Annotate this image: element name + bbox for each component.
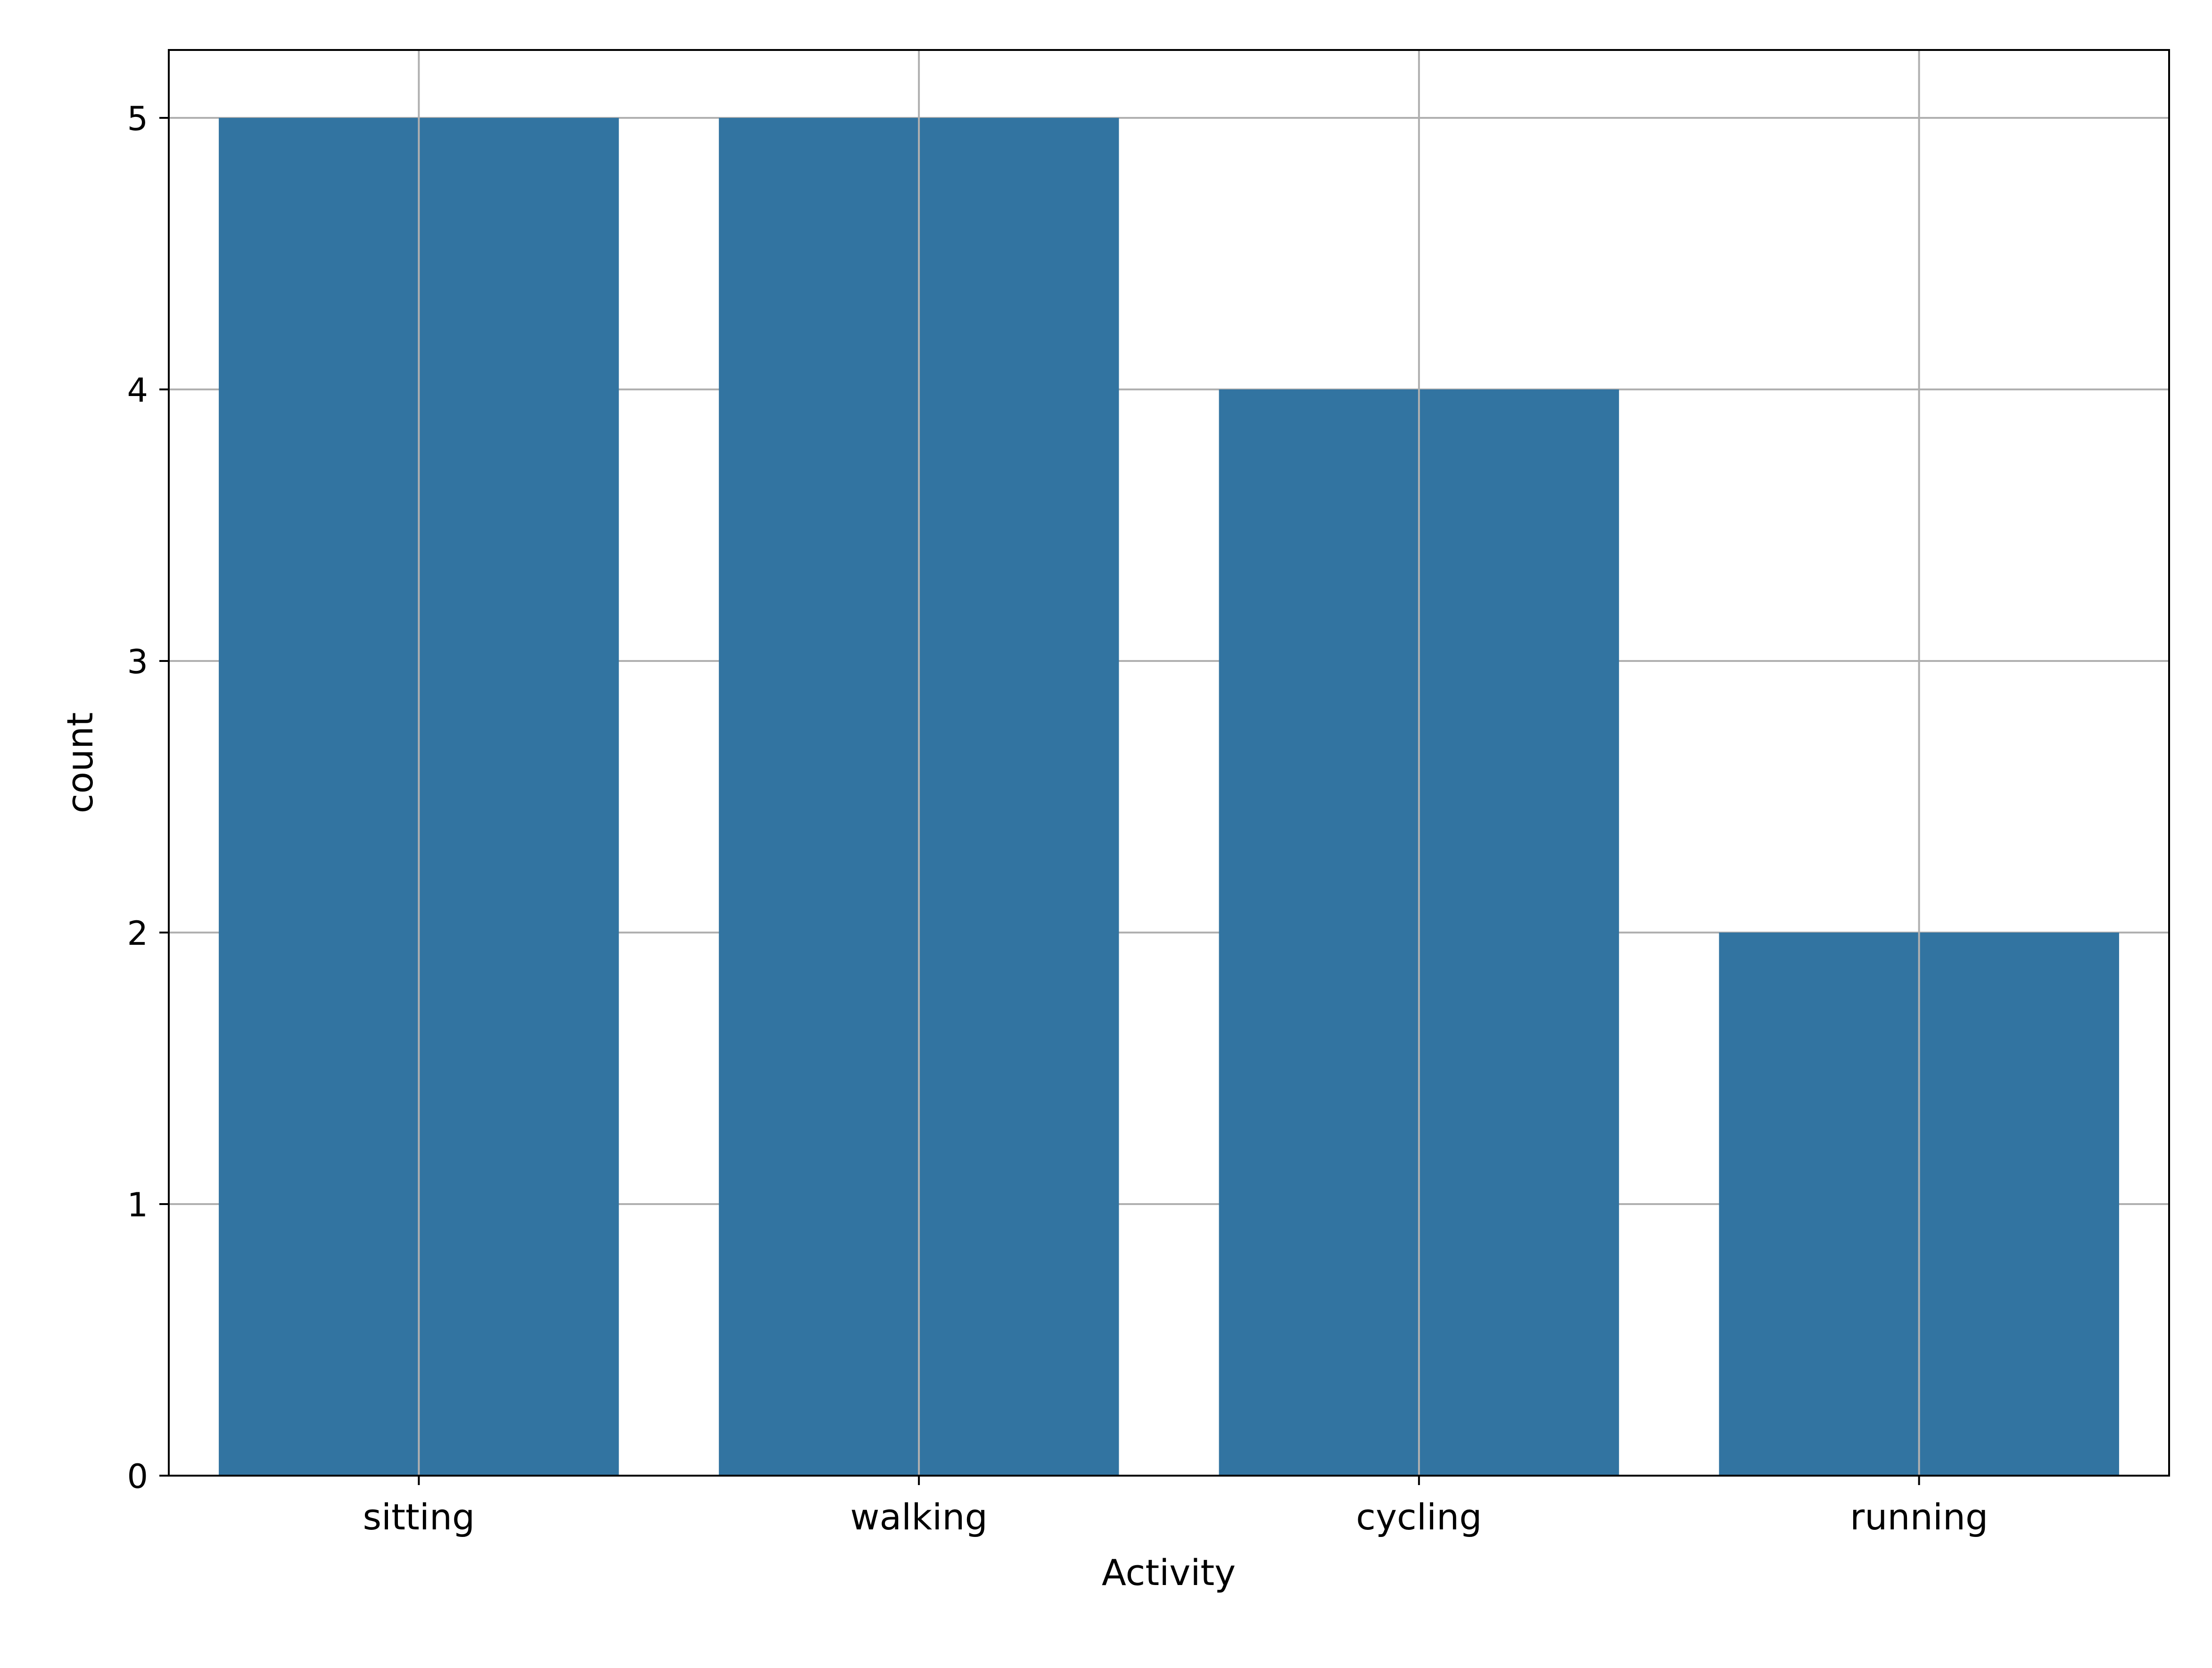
vertical-grid-layer [418, 50, 1920, 1476]
x-tick-label-running: running [1850, 1496, 1988, 1538]
y-axis-label: count [59, 712, 101, 813]
x-tick-label-cycling: cycling [1356, 1496, 1482, 1538]
y-tick-label: 4 [127, 371, 148, 410]
y-tick-label: 5 [127, 99, 148, 138]
x-axis-label: Activity [1102, 1552, 1236, 1594]
y-tick-label: 0 [127, 1457, 148, 1496]
y-tick-label: 3 [127, 643, 148, 681]
y-ticks-layer: 0 1 2 3 4 5 [127, 99, 169, 1496]
x-ticks-layer: sitting walking cycling running [363, 1476, 1988, 1538]
x-tick-label-sitting: sitting [363, 1496, 475, 1538]
plot-frame [168, 49, 2170, 1477]
y-tick-label: 2 [127, 914, 148, 953]
x-tick-label-walking: walking [850, 1496, 987, 1538]
y-tick-label: 1 [127, 1186, 148, 1224]
